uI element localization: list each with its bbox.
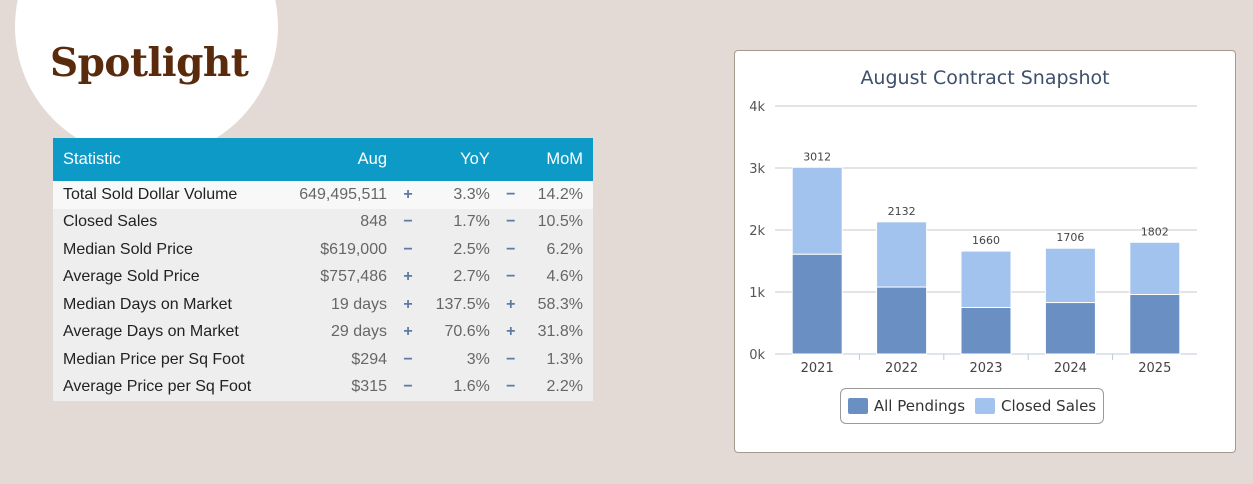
bar-total-label: 1660: [972, 234, 1000, 247]
mom-percent: 6.2%: [546, 240, 583, 258]
bar-closed: [791, 166, 843, 255]
mom-percent: 2.2%: [546, 378, 583, 396]
bar-closed: [876, 221, 928, 288]
yoy-percent: 137.5%: [435, 295, 490, 313]
bar-pendings: [876, 286, 928, 355]
y-tick-label: 2k: [749, 224, 765, 239]
x-tick-label: 2022: [885, 361, 918, 376]
bar-pendings: [960, 307, 1012, 355]
table-row: Average Days on Market 29 days +70.6% +31.8…: [53, 318, 593, 346]
stats-table: Statistic Aug YoY MoM Total Sold Dollar …: [53, 138, 593, 401]
mom-sign: −: [506, 185, 516, 203]
yoy-percent: 3.3%: [453, 185, 490, 203]
chart-panel: August Contract Snapshot 0k 1k 2k 3k 4k 3012 2…: [734, 50, 1236, 453]
row-value: $757,486: [320, 268, 387, 286]
mom-sign: +: [506, 323, 516, 341]
mom-sign: +: [506, 295, 516, 313]
table-row: Total Sold Dollar Volume 649,495,511 +3.3%…: [53, 181, 593, 209]
row-label: Average Price per Sq Foot: [63, 378, 252, 396]
yoy-sign: −: [403, 350, 413, 368]
row-value: $315: [351, 378, 387, 396]
y-tick-label: 0k: [749, 348, 765, 363]
bar-pendings: [1044, 302, 1096, 355]
header-mom: MoM: [499, 138, 593, 181]
yoy-sign: +: [403, 185, 413, 203]
mom-percent: 1.3%: [546, 350, 583, 368]
bar-pendings: [1129, 293, 1181, 355]
bar-total-label: 3012: [803, 150, 831, 163]
x-tick-label: 2025: [1138, 361, 1171, 376]
bar-total-label: 1706: [1056, 231, 1084, 244]
row-label: Total Sold Dollar Volume: [63, 185, 238, 203]
yoy-sign: +: [403, 323, 413, 341]
table-row: Median Days on Market 19 days +137.5% +58.3…: [53, 291, 593, 319]
row-label: Median Price per Sq Foot: [63, 350, 245, 368]
mom-percent: 4.6%: [546, 268, 583, 286]
mom-percent: 10.5%: [537, 213, 583, 231]
x-tick-label: 2023: [969, 361, 1002, 376]
table-row: Median Sold Price $619,000−2.5% −6.2%: [53, 236, 593, 264]
yoy-percent: 1.7%: [453, 213, 490, 231]
y-tick-label: 3k: [749, 162, 765, 177]
row-label: Median Days on Market: [63, 295, 232, 313]
bar-closed: [1044, 247, 1096, 304]
mom-percent: 14.2%: [537, 185, 583, 203]
legend-swatch-closed: [975, 398, 996, 414]
legend-swatch-pendings: [847, 398, 868, 414]
table-header-row: Statistic Aug YoY MoM: [53, 138, 593, 181]
row-label: Closed Sales: [63, 213, 158, 231]
yoy-sign: +: [403, 268, 413, 286]
row-value: $619,000: [320, 240, 387, 258]
bar-chart: 0k 1k 2k 3k 4k 3012 2021 2132 2022 1660 2023 1706 20…: [749, 100, 1197, 376]
row-value: 19 days: [330, 295, 387, 313]
yoy-percent: 1.6%: [453, 378, 490, 396]
bar-pendings: [791, 253, 843, 355]
bar-closed: [960, 250, 1012, 308]
row-label: Average Sold Price: [63, 268, 200, 286]
legend-label-pendings: All Pendings: [873, 397, 966, 415]
legend-label-closed: Closed Sales: [1001, 397, 1097, 415]
chart-title: August Contract Snapshot: [860, 67, 1110, 89]
mom-sign: −: [506, 350, 516, 368]
mom-sign: −: [506, 268, 516, 286]
yoy-percent: 2.7%: [453, 268, 490, 286]
table-row: Average Sold Price $757,486 +2.7% − 4.6%: [53, 263, 593, 291]
table-row: Average Price per Sq Foot $315−1.6% −2.2%: [53, 373, 593, 401]
mom-percent: 31.8%: [537, 323, 583, 341]
table-row: Closed Sales 848−1.7% −10.5%: [53, 208, 593, 236]
legend-item-closed[interactable]: Closed Sales: [975, 397, 1096, 415]
y-tick-label: 1k: [749, 286, 765, 301]
mom-sign: −: [506, 240, 516, 258]
yoy-sign: −: [403, 378, 413, 396]
mom-percent: 58.3%: [537, 295, 583, 313]
yoy-sign: −: [403, 240, 413, 258]
row-label: Median Sold Price: [63, 240, 193, 258]
yoy-percent: 70.6%: [444, 323, 490, 341]
mom-sign: −: [506, 378, 516, 396]
table-row: Median Price per Sq Foot $294−3% −1.3%: [53, 346, 593, 374]
row-value: 29 days: [330, 323, 387, 341]
yoy-sign: −: [403, 213, 413, 231]
yoy-percent: 3%: [466, 350, 490, 368]
bar-total-label: 1802: [1141, 225, 1169, 238]
bar-total-label: 2132: [888, 205, 916, 218]
yoy-sign: +: [403, 295, 413, 313]
row-label: Average Days on Market: [63, 323, 239, 341]
mom-sign: −: [506, 213, 516, 231]
row-value: 649,495,511: [299, 185, 387, 203]
row-value: 848: [360, 213, 387, 231]
x-tick-label: 2024: [1054, 361, 1087, 376]
chart-legend: All Pendings Closed Sales: [840, 388, 1104, 424]
legend-item-pendings[interactable]: All Pendings: [847, 397, 966, 415]
header-statistic: Statistic: [53, 138, 280, 181]
page-title: Spotlight: [50, 40, 249, 86]
header-aug: Aug: [279, 138, 397, 181]
x-tick-label: 2021: [801, 361, 834, 376]
y-tick-label: 4k: [749, 100, 765, 115]
header-yoy: YoY: [397, 138, 500, 181]
row-value: $294: [351, 350, 387, 368]
yoy-percent: 2.5%: [453, 240, 490, 258]
bar-closed: [1129, 241, 1181, 295]
